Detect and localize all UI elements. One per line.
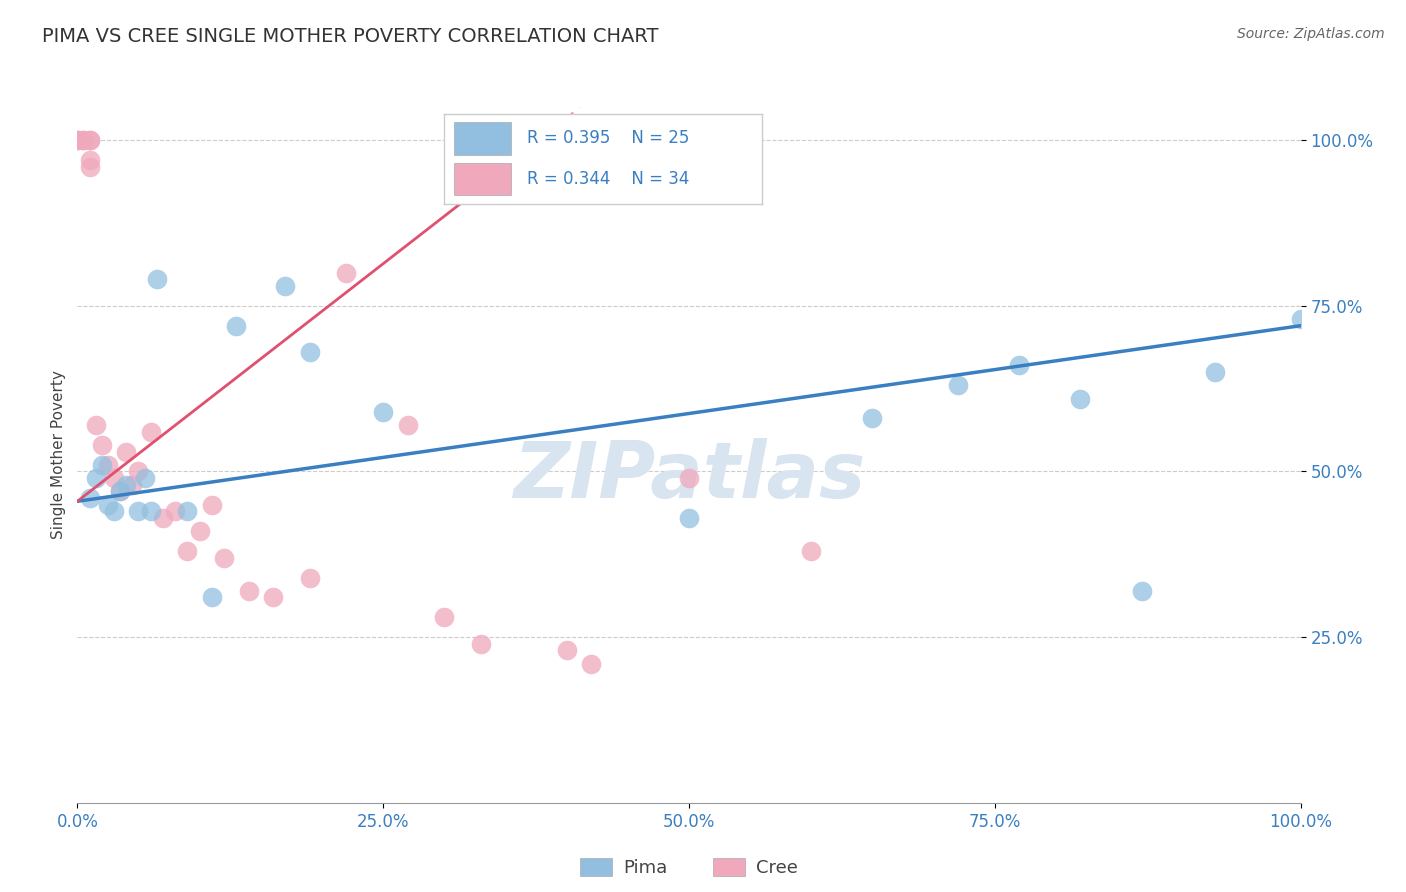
Point: [72, 133, 94, 147]
Y-axis label: Single Mother Poverty: Single Mother Poverty: [51, 370, 66, 540]
Point: [66, 133, 89, 147]
Point: [115, 444, 138, 458]
Point: [84, 418, 107, 433]
Point: [555, 643, 578, 657]
Point: [396, 418, 419, 433]
Point: [1289, 312, 1312, 326]
Point: [165, 504, 187, 518]
Point: [97, 498, 120, 512]
Point: [72, 133, 94, 147]
Point: [433, 610, 456, 624]
Point: [176, 504, 198, 518]
Point: [298, 570, 321, 584]
Point: [188, 524, 211, 538]
Text: ZIPatlas: ZIPatlas: [513, 438, 865, 514]
Point: [66, 133, 89, 147]
Point: [470, 637, 492, 651]
Point: [79, 133, 101, 147]
Point: [84, 471, 107, 485]
Text: Source: ZipAtlas.com: Source: ZipAtlas.com: [1237, 27, 1385, 41]
Point: [139, 504, 162, 518]
Point: [79, 153, 101, 167]
Point: [862, 411, 884, 425]
Point: [262, 591, 284, 605]
Point: [176, 544, 198, 558]
Point: [946, 378, 969, 392]
Point: [134, 471, 156, 485]
Point: [1008, 359, 1031, 373]
Point: [1204, 365, 1226, 379]
Point: [579, 657, 602, 671]
Point: [121, 477, 143, 491]
Text: PIMA VS CREE SINGLE MOTHER POVERTY CORRELATION CHART: PIMA VS CREE SINGLE MOTHER POVERTY CORRE…: [42, 27, 658, 45]
Point: [274, 279, 297, 293]
Point: [139, 425, 162, 439]
Point: [79, 491, 101, 505]
Point: [127, 504, 149, 518]
Point: [1069, 392, 1091, 406]
Point: [225, 318, 247, 333]
Point: [238, 583, 260, 598]
Point: [103, 471, 125, 485]
Point: [152, 511, 174, 525]
Point: [90, 438, 112, 452]
Point: [298, 345, 321, 359]
Point: [97, 458, 120, 472]
Point: [678, 471, 700, 485]
Point: [335, 266, 357, 280]
Point: [108, 484, 131, 499]
Point: [127, 465, 149, 479]
Point: [79, 160, 101, 174]
Point: [201, 498, 224, 512]
Point: [90, 458, 112, 472]
Point: [1130, 583, 1153, 598]
Point: [212, 550, 235, 565]
Point: [678, 511, 700, 525]
Point: [201, 591, 224, 605]
Point: [115, 477, 138, 491]
Point: [79, 133, 101, 147]
Point: [103, 504, 125, 518]
Legend: Pima, Cree: Pima, Cree: [572, 850, 806, 884]
Point: [800, 544, 823, 558]
Point: [371, 405, 394, 419]
Point: [146, 272, 169, 286]
Point: [108, 484, 131, 499]
